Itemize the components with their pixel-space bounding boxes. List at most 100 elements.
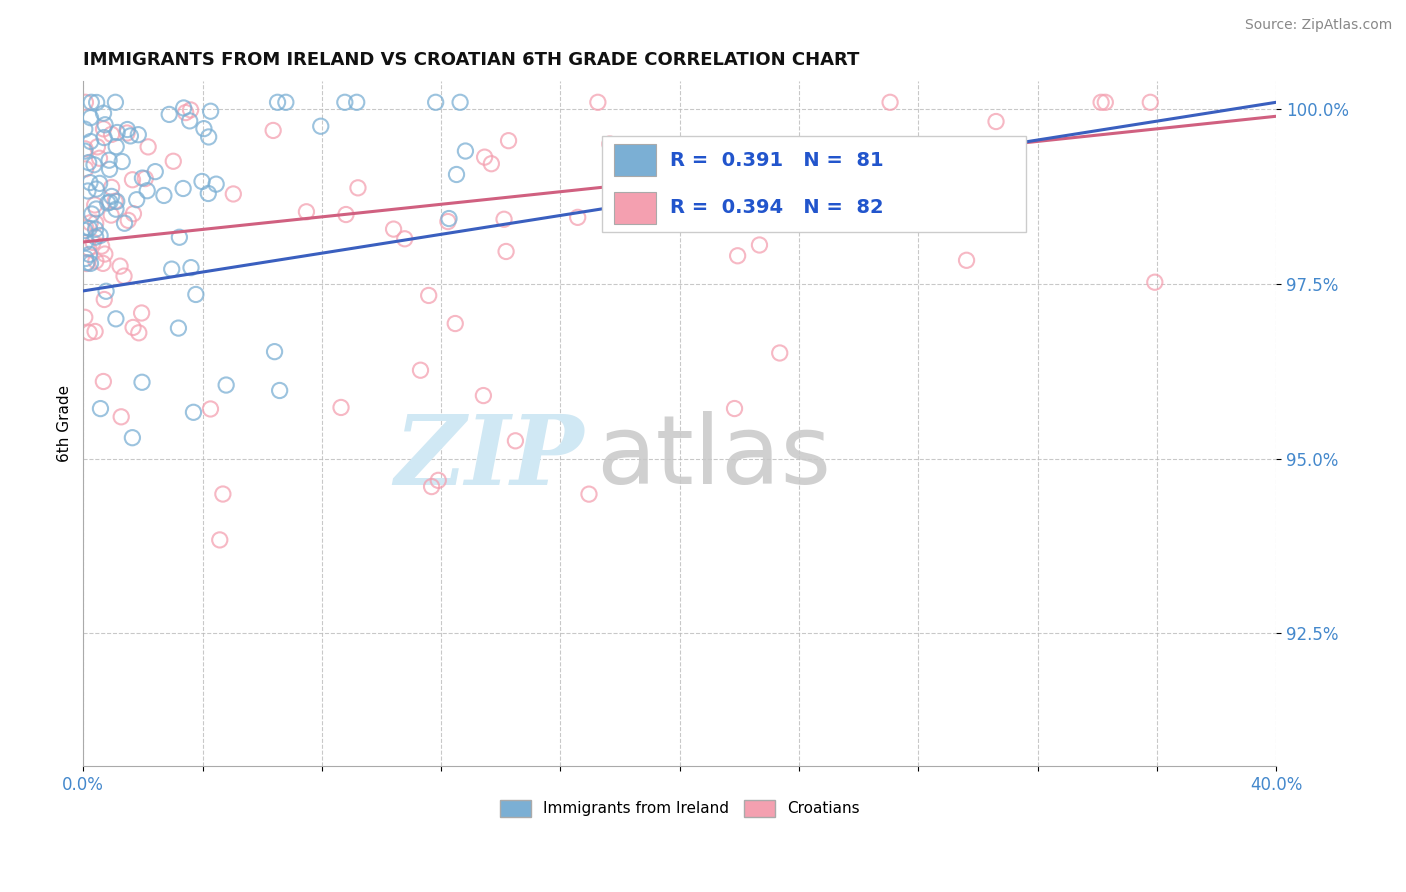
Point (180, 103, 202, 117)
Point (200, 104, 222, 119)
Point (184, 287, 207, 301)
Point (77, 326, 100, 340)
Point (437, 214, 460, 228)
Point (1139, 95, 1161, 110)
Point (671, 178, 693, 193)
Point (180, 260, 202, 275)
Point (73, 144, 96, 158)
Point (91, 256, 114, 270)
Point (409, 363, 432, 377)
Point (136, 184, 159, 198)
Point (295, 204, 318, 219)
Point (98, 162, 121, 177)
Point (117, 122, 139, 136)
Point (723, 401, 745, 416)
Bar (614, 144, 655, 177)
Point (498, 134, 520, 148)
Point (98, 153, 121, 168)
Point (79, 247, 101, 261)
Point (125, 193, 148, 207)
Point (1143, 275, 1166, 289)
Point (143, 164, 166, 178)
Point (200, 401, 222, 416)
Point (110, 409, 132, 424)
Point (84, 325, 107, 339)
Point (444, 317, 467, 331)
Point (454, 144, 477, 158)
Text: IMMIGRANTS FROM IRELAND VS CROATIAN 6TH GRADE CORRELATION CHART: IMMIGRANTS FROM IRELAND VS CROATIAN 6TH … (83, 51, 859, 69)
Point (75, 95, 97, 110)
Point (93, 106, 115, 120)
Point (89, 151, 111, 165)
Point (105, 194, 128, 209)
Point (76, 256, 98, 270)
Point (104, 194, 127, 209)
Point (93, 375, 115, 389)
Point (77, 241, 100, 255)
Point (382, 222, 405, 236)
Point (437, 211, 460, 226)
Text: atlas: atlas (596, 411, 831, 504)
Point (77, 184, 100, 198)
Point (425, 95, 447, 110)
Point (1094, 95, 1116, 110)
Point (179, 114, 201, 128)
Point (84, 216, 107, 230)
Point (79, 216, 101, 230)
Point (111, 154, 134, 169)
Point (162, 154, 184, 169)
Point (127, 128, 149, 142)
Point (449, 95, 471, 110)
Point (75, 220, 97, 235)
Point (94, 285, 117, 299)
Point (505, 434, 527, 448)
Point (333, 95, 356, 110)
Point (108, 259, 131, 273)
Y-axis label: 6th Grade: 6th Grade (58, 385, 72, 462)
Point (136, 140, 159, 154)
Point (173, 101, 195, 115)
Point (98, 195, 121, 210)
Point (79, 221, 101, 235)
Point (492, 212, 515, 227)
Legend: Immigrants from Ireland, Croatians: Immigrants from Ireland, Croatians (494, 793, 866, 823)
Point (769, 346, 792, 360)
Point (183, 405, 205, 419)
Point (172, 181, 194, 195)
Point (94, 118, 117, 132)
Point (122, 207, 145, 221)
Point (77, 155, 100, 169)
Point (474, 150, 496, 164)
Point (697, 212, 720, 227)
Point (93, 122, 115, 136)
Point (94, 247, 117, 261)
Point (122, 320, 145, 334)
Point (197, 186, 219, 201)
Point (879, 95, 901, 110)
Point (84, 254, 107, 268)
Point (84, 202, 107, 216)
Text: ZIP: ZIP (395, 411, 585, 505)
Point (586, 95, 609, 110)
Point (274, 95, 297, 110)
Bar (614, 192, 655, 225)
Point (89, 228, 111, 243)
Point (83, 158, 105, 172)
Point (117, 213, 139, 227)
Point (76, 255, 98, 269)
Point (84, 182, 107, 196)
Point (208, 533, 231, 547)
Point (420, 479, 443, 493)
Point (131, 376, 153, 390)
Point (394, 232, 416, 246)
Point (80, 207, 103, 221)
Point (100, 189, 122, 203)
Point (89, 177, 111, 191)
Point (262, 123, 284, 137)
Point (427, 474, 450, 488)
Point (84, 230, 107, 244)
Point (86, 95, 108, 110)
Point (578, 487, 600, 501)
Point (73, 310, 96, 325)
Point (153, 188, 176, 202)
